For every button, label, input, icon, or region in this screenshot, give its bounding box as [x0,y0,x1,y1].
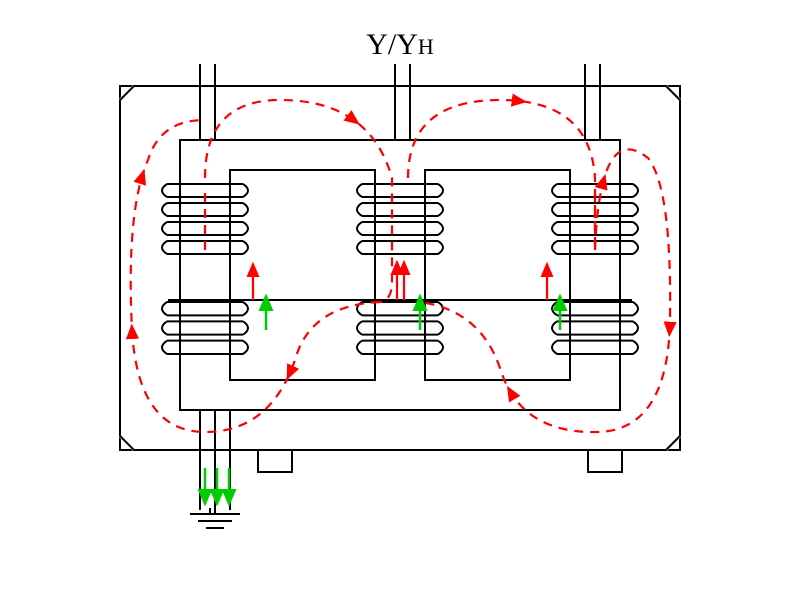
flux-loop-3 [420,149,670,432]
diagram-title: Y/YH [0,28,800,62]
flux-arrow [603,176,605,182]
tank-foot-0 [258,450,292,472]
flux-arrow [508,388,511,393]
core-outer [180,140,620,410]
tank-foot-1 [588,450,622,472]
flux-arrow [288,373,291,378]
transformer-diagram [0,0,800,600]
title-main: Y/Y [366,28,418,61]
flux-loop-1 [131,120,380,432]
flux-arrow [353,120,358,124]
flux-loop-2 [408,100,595,250]
core-window-1 [425,170,570,380]
flux-arrow [142,171,144,177]
flux-loop-0 [205,100,392,302]
core-window-0 [230,170,375,380]
flux-arrow [519,101,525,102]
title-sub: H [418,34,434,59]
